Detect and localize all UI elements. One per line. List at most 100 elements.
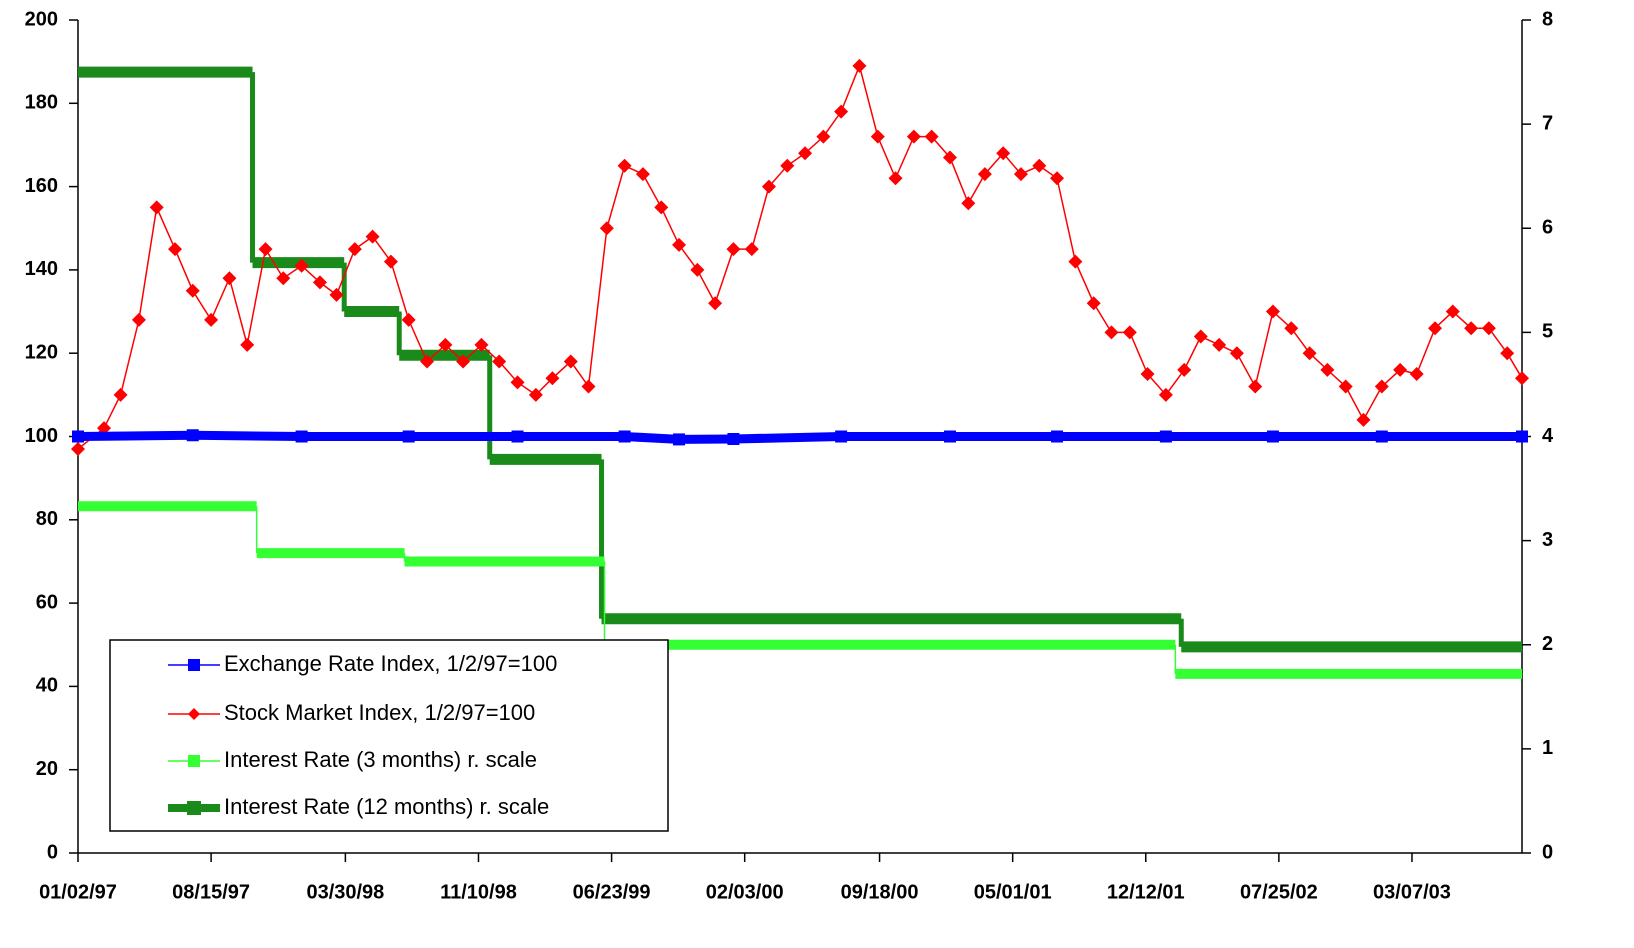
x-tick-label: 05/01/01 [974, 881, 1052, 903]
marker [185, 283, 200, 298]
marker [510, 375, 525, 390]
marker [727, 432, 740, 445]
x-tick-label: 12/12/01 [1107, 881, 1185, 903]
marker [906, 129, 921, 144]
marker [581, 379, 596, 394]
marker [295, 430, 308, 443]
legend-label: Interest Rate (3 months) r. scale [224, 747, 537, 772]
marker [852, 58, 867, 73]
legend-box [109, 639, 669, 832]
marker [347, 242, 362, 257]
marker [456, 354, 471, 369]
marker [1481, 321, 1496, 336]
marker [97, 421, 112, 436]
marker [780, 158, 795, 173]
x-tick-label: 03/07/03 [1373, 881, 1451, 903]
legend: Exchange Rate Index, 1/2/97=100 Stock Mar… [109, 639, 669, 832]
marker [1013, 167, 1028, 182]
marker [72, 430, 84, 443]
y2-tick-label: 0 [1542, 841, 1553, 863]
marker [492, 354, 507, 369]
marker [474, 337, 489, 352]
marker [258, 242, 273, 257]
marker [420, 354, 435, 369]
series [78, 501, 1522, 679]
marker [1158, 387, 1173, 402]
series-line [77, 430, 1522, 444]
marker [870, 129, 885, 144]
y2-tick-label: 8 [1542, 8, 1553, 30]
y-tick-label: 20 [36, 758, 58, 780]
x-tick-label: 03/30/98 [306, 881, 384, 903]
x-tick-label: 07/25/02 [1240, 881, 1318, 903]
marker [1212, 337, 1227, 352]
y-tick-label: 0 [47, 841, 58, 863]
marker [726, 242, 741, 257]
y2-tick-label: 4 [1542, 425, 1554, 447]
marker [1050, 171, 1065, 186]
y-tick-label: 80 [36, 508, 58, 530]
y2-tick-label: 2 [1542, 633, 1553, 655]
marker [672, 237, 687, 252]
marker [599, 221, 614, 236]
marker [131, 312, 146, 327]
marker [690, 262, 705, 277]
marker [240, 337, 255, 352]
marker [1159, 430, 1172, 443]
marker [996, 146, 1011, 161]
marker [187, 801, 201, 815]
marker [149, 200, 164, 215]
marker [835, 430, 848, 443]
marker [1356, 412, 1371, 427]
x-tick-label: 02/03/00 [706, 881, 784, 903]
series [72, 429, 1528, 446]
marker [961, 196, 976, 211]
marker [1140, 367, 1155, 382]
marker [1302, 346, 1317, 361]
y2-tick-label: 6 [1542, 217, 1553, 239]
y-tick-label: 40 [36, 675, 58, 697]
series [71, 58, 1529, 456]
marker [1177, 362, 1192, 377]
marker [365, 229, 380, 244]
marker [1464, 321, 1479, 336]
marker [1338, 379, 1353, 394]
marker [1428, 321, 1443, 336]
marker [888, 171, 903, 186]
marker [222, 271, 237, 286]
series [78, 66, 1522, 653]
marker [1374, 379, 1389, 394]
y2-tick-label: 5 [1542, 321, 1553, 343]
marker [1515, 371, 1529, 386]
marker [188, 708, 200, 720]
marker [312, 275, 327, 290]
marker [545, 371, 560, 386]
marker [1516, 430, 1528, 443]
marker [1500, 346, 1515, 361]
x-tick-label: 01/02/97 [39, 881, 117, 903]
y-tick-label: 120 [25, 341, 58, 363]
marker [1320, 362, 1335, 377]
x-tick-label: 08/15/97 [172, 881, 250, 903]
marker [977, 167, 992, 182]
marker [1248, 379, 1263, 394]
marker [1265, 304, 1280, 319]
y-tick-label: 200 [25, 8, 58, 30]
marker [188, 659, 200, 671]
marker [654, 200, 669, 215]
legend-label: Stock Market Index, 1/2/97=100 [224, 700, 535, 725]
marker [635, 167, 650, 182]
marker [1122, 325, 1137, 340]
y-tick-label: 100 [25, 425, 58, 447]
y2-tick-label: 3 [1542, 529, 1553, 551]
marker [761, 179, 776, 194]
marker [943, 430, 956, 443]
marker [528, 387, 543, 402]
marker [276, 271, 291, 286]
marker [168, 242, 183, 257]
marker [1068, 254, 1083, 269]
marker [294, 258, 309, 273]
marker [1445, 304, 1460, 319]
marker [708, 296, 723, 311]
